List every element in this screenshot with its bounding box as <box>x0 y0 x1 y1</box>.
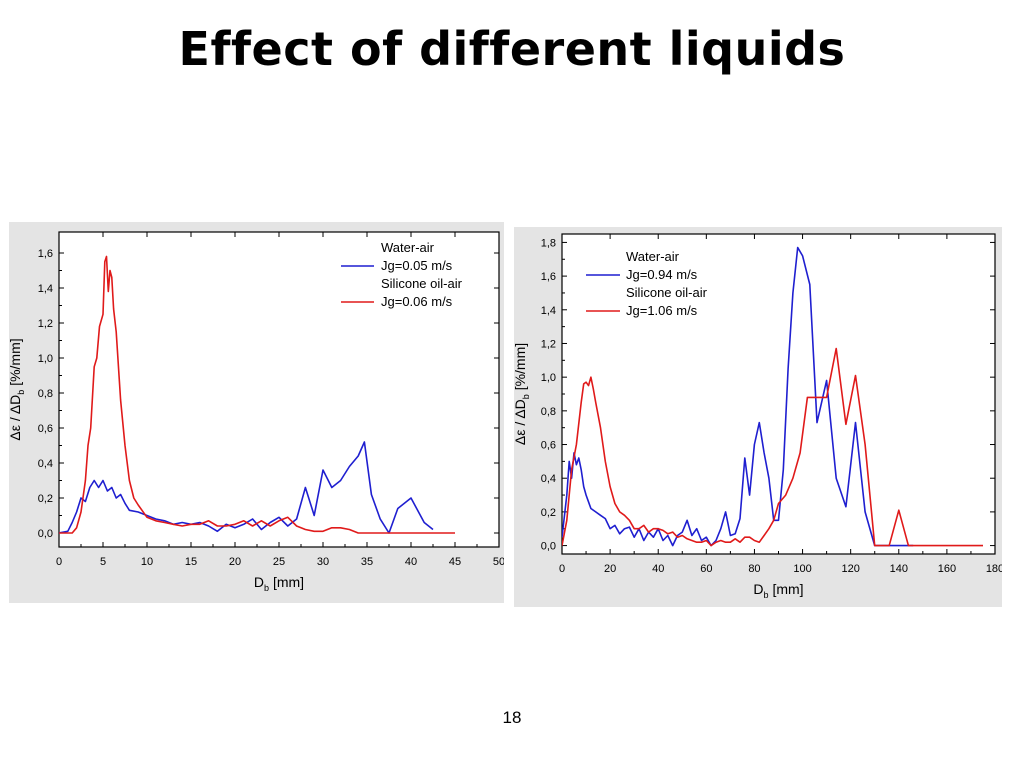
y-tick-label: 0,4 <box>541 473 556 485</box>
y-tick-label: 1,4 <box>38 283 53 295</box>
legend-text: Jg=0.05 m/s <box>381 258 453 273</box>
x-tick-label: 0 <box>559 563 565 575</box>
legend-text: Jg=0.94 m/s <box>626 267 698 282</box>
x-tick-label: 20 <box>604 563 616 575</box>
y-tick-label: 1,2 <box>541 338 556 350</box>
y-tick-label: 0,0 <box>38 528 53 540</box>
x-tick-label: 140 <box>890 563 908 575</box>
x-tick-label: 60 <box>700 563 712 575</box>
x-tick-label: 100 <box>793 563 811 575</box>
chart-left-panel: 0 5 10 15 20 25 30 35 40 45 50 0,0 0,2 0,4 0,6 0,8 1,0 1,… <box>9 222 504 603</box>
x-tick-label: 5 <box>100 556 106 568</box>
x-tick-label: 180 <box>986 563 1002 575</box>
chart-right-panel: 0 20 40 60 80 100 120 140 160 180 0,0 0,2 0,4 0,6 0,8 1… <box>514 227 1002 607</box>
y-tick-label: 0,6 <box>541 440 556 452</box>
chart-right: 0 20 40 60 80 100 120 140 160 180 0,0 0,2 0,4 0,6 0,8 1… <box>514 233 1002 600</box>
y-tick-label: 0,8 <box>38 388 53 400</box>
y-tick-label: 0,0 <box>541 541 556 553</box>
x-tick-label: 40 <box>405 556 417 568</box>
x-tick-label: 35 <box>361 556 373 568</box>
series-line-water-air <box>59 441 434 534</box>
y-tick-label: 0,2 <box>38 493 53 505</box>
x-tick-label: 10 <box>141 556 153 568</box>
chart-left: 0 5 10 15 20 25 30 35 40 45 50 0,0 0,2 0,4 0,6 0,8 1,0 1,… <box>9 231 504 593</box>
y-tick-label: 1,6 <box>541 271 556 283</box>
legend-text: Jg=0.06 m/s <box>381 294 453 309</box>
x-tick-label: 45 <box>449 556 461 568</box>
x-tick-label: 20 <box>229 556 241 568</box>
legend-text: Jg=1.06 m/s <box>626 303 698 318</box>
legend-text: Water-air <box>626 249 680 264</box>
x-tick-label: 160 <box>938 563 956 575</box>
x-tick-label: 25 <box>273 556 285 568</box>
page-number: 18 <box>502 708 522 727</box>
legend-text: Silicone oil-air <box>626 285 708 300</box>
plot-area <box>561 233 996 555</box>
y-tick-label: 0,2 <box>541 507 556 519</box>
x-tick-label: 30 <box>317 556 329 568</box>
legend-text: Water-air <box>381 240 435 255</box>
legend-text: Silicone oil-air <box>381 276 463 291</box>
y-tick-label: 0,6 <box>38 423 53 435</box>
y-tick-label: 1,0 <box>38 353 53 365</box>
y-axis-label: Δε / ΔDb [%/mm] <box>9 338 26 440</box>
y-tick-label: 0,8 <box>541 406 556 418</box>
x-axis-label: Db [mm] <box>254 574 304 593</box>
y-tick-label: 1,2 <box>38 318 53 330</box>
y-tick-label: 1,0 <box>541 372 556 384</box>
x-tick-label: 40 <box>652 563 664 575</box>
y-tick-label: 0,4 <box>38 458 53 470</box>
x-tick-label: 15 <box>185 556 197 568</box>
series-line-silicone-oil-air <box>562 347 983 547</box>
x-tick-label: 50 <box>493 556 504 568</box>
series-line-silicone-oil-air <box>59 255 455 534</box>
y-axis-label: Δε / ΔDb [%/mm] <box>514 343 531 445</box>
y-tick-label: 1,6 <box>38 248 53 260</box>
x-tick-label: 120 <box>841 563 859 575</box>
x-tick-label: 0 <box>56 556 62 568</box>
series-line-water-air <box>562 246 914 547</box>
y-tick-label: 1,4 <box>541 305 556 317</box>
x-tick-label: 80 <box>748 563 760 575</box>
y-tick-label: 1,8 <box>541 237 556 249</box>
slide-title: Effect of different liquids <box>178 22 846 76</box>
x-axis-label: Db [mm] <box>753 581 803 600</box>
